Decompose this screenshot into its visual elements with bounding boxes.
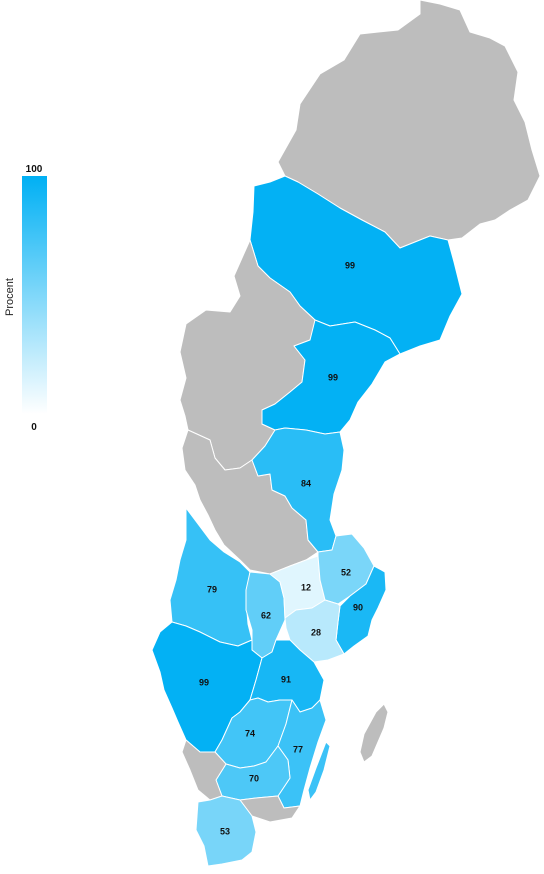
region-blekinge bbox=[239, 795, 301, 823]
region-oland bbox=[307, 741, 331, 801]
label-vastmanland: 12 bbox=[301, 582, 311, 592]
region-gotland bbox=[359, 703, 389, 763]
label-skane: 53 bbox=[220, 826, 230, 836]
label-vasternorrland: 99 bbox=[328, 372, 338, 382]
legend-title: Procent bbox=[4, 278, 16, 316]
region-value-labels: 99 99 84 79 62 12 52 90 28 99 91 74 77 7… bbox=[199, 260, 363, 836]
label-orebro: 62 bbox=[261, 610, 271, 620]
legend-color-bar bbox=[22, 176, 47, 414]
label-kalmar: 77 bbox=[293, 744, 303, 754]
label-kronoberg: 70 bbox=[249, 773, 259, 783]
label-vastra-gotaland: 99 bbox=[199, 677, 209, 687]
region-skane bbox=[195, 795, 257, 867]
label-vasterbotten: 99 bbox=[345, 260, 355, 270]
label-stockholm: 90 bbox=[353, 602, 363, 612]
county-regions bbox=[151, 0, 541, 867]
label-uppsala: 52 bbox=[341, 567, 351, 577]
label-gavleborg: 84 bbox=[301, 478, 311, 488]
legend-max-label: 100 bbox=[26, 164, 43, 175]
legend-min-label: 0 bbox=[31, 422, 37, 433]
region-stockholm bbox=[335, 565, 387, 655]
label-varmland: 79 bbox=[207, 584, 217, 594]
label-jonkoping: 74 bbox=[245, 728, 255, 738]
label-sodermanland: 28 bbox=[311, 627, 321, 637]
legend: 100 0 Procent bbox=[4, 164, 47, 433]
label-ostergotland: 91 bbox=[281, 674, 291, 684]
